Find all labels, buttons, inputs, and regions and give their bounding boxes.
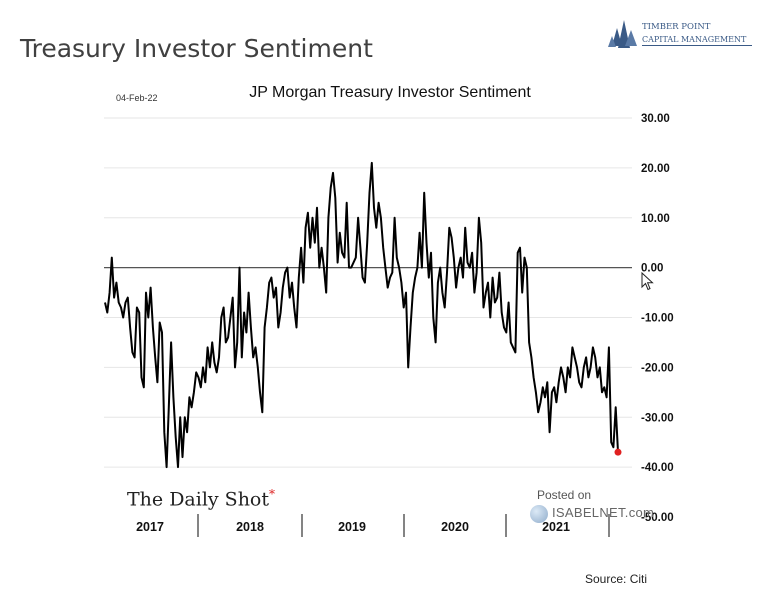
x-axis-label: 2021: [542, 520, 570, 534]
y-tick-label: -50.00: [641, 512, 674, 524]
grid-lines: [104, 117, 632, 468]
daily-shot-mark: *: [269, 487, 276, 501]
brand-logo: TIMBER POINT CAPITAL MANAGEMENT: [606, 16, 752, 50]
posted-on-text: Posted on: [537, 488, 592, 502]
brand-line2: CAPITAL MANAGEMENT: [642, 35, 747, 44]
y-tick-label: 20.00: [641, 163, 670, 175]
sentiment-series-line: [104, 161, 619, 469]
pine-trees-icon: [608, 20, 637, 48]
x-axis-label: 2017: [136, 520, 164, 534]
y-tick-label: -40.00: [641, 462, 674, 474]
y-tick-label: -30.00: [641, 412, 674, 424]
brand-line1: TIMBER POINT: [642, 22, 711, 32]
source-note: Source: Citi: [585, 572, 648, 586]
y-tick-label: 10.00: [641, 213, 670, 225]
isabelnet-watermark: ISABELNET.com: [530, 503, 660, 525]
last-value-marker: [614, 448, 622, 456]
isabelnet-text: ISABELNET.com: [552, 505, 655, 520]
mouse-cursor-icon: [641, 272, 654, 291]
x-axis-label: 2019: [338, 520, 366, 534]
x-axis: 2017 2018 2019 2020 2021: [136, 514, 610, 537]
brand-rule: [642, 45, 752, 46]
page-title: Treasury Investor Sentiment: [20, 34, 373, 63]
daily-shot-watermark: The Daily Shot*: [127, 487, 275, 510]
daily-shot-text: The Daily Shot: [127, 488, 270, 511]
x-axis-label: 2020: [441, 520, 469, 534]
y-tick-label: 0.00: [641, 263, 663, 275]
y-tick-label: -20.00: [641, 362, 674, 374]
y-tick-label: -10.00: [641, 313, 674, 325]
y-tick-label: 30.00: [641, 113, 670, 125]
globe-icon: [530, 505, 548, 523]
date-label: 04-Feb-22: [116, 93, 158, 103]
chart-title: JP Morgan Treasury Investor Sentiment: [249, 84, 531, 101]
y-axis-ticks: 30.00 20.00 10.00 0.00 -10.00 -20.00 -30.00 -40…: [641, 113, 674, 524]
x-axis-label: 2018: [236, 520, 264, 534]
